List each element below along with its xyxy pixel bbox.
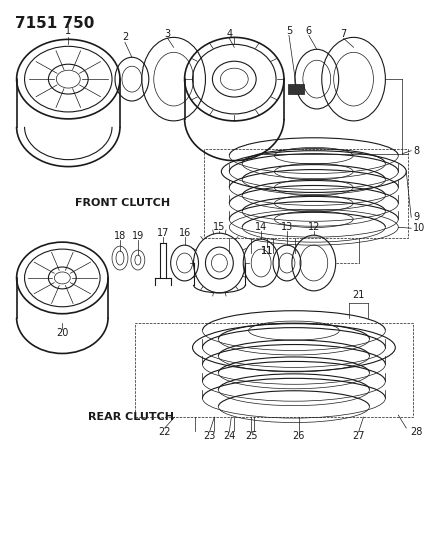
Text: 5: 5 xyxy=(286,27,292,36)
Text: 11: 11 xyxy=(261,246,273,256)
Text: 24: 24 xyxy=(223,431,235,441)
Bar xyxy=(205,149,408,238)
Text: 7: 7 xyxy=(341,29,347,39)
Text: FRONT CLUTCH: FRONT CLUTCH xyxy=(75,198,170,208)
Text: 21: 21 xyxy=(352,290,365,300)
Text: 27: 27 xyxy=(352,431,365,441)
Text: 3: 3 xyxy=(165,29,171,39)
Bar xyxy=(288,84,304,94)
Text: 17: 17 xyxy=(157,228,169,238)
Text: 11: 11 xyxy=(261,246,273,256)
Text: 13: 13 xyxy=(281,222,293,232)
Text: 25: 25 xyxy=(245,431,257,441)
Text: 4: 4 xyxy=(226,29,232,39)
Text: 19: 19 xyxy=(132,231,144,241)
Text: REAR CLUTCH: REAR CLUTCH xyxy=(88,412,174,422)
Text: 18: 18 xyxy=(114,231,126,241)
Text: 16: 16 xyxy=(178,228,191,238)
Text: 14: 14 xyxy=(255,222,267,232)
Text: 10: 10 xyxy=(413,223,425,233)
Text: 6: 6 xyxy=(306,27,312,36)
Text: 2: 2 xyxy=(122,33,128,43)
Text: 1: 1 xyxy=(65,27,71,36)
Text: 22: 22 xyxy=(158,427,171,437)
Text: 28: 28 xyxy=(410,427,422,437)
Text: 23: 23 xyxy=(203,431,216,441)
Bar xyxy=(135,322,413,417)
Text: 8: 8 xyxy=(413,146,419,156)
Text: 26: 26 xyxy=(293,431,305,441)
Text: 15: 15 xyxy=(213,222,226,232)
Text: 20: 20 xyxy=(56,328,68,337)
Text: 7151 750: 7151 750 xyxy=(15,15,94,30)
Text: 12: 12 xyxy=(308,222,320,232)
Text: 9: 9 xyxy=(413,212,419,222)
